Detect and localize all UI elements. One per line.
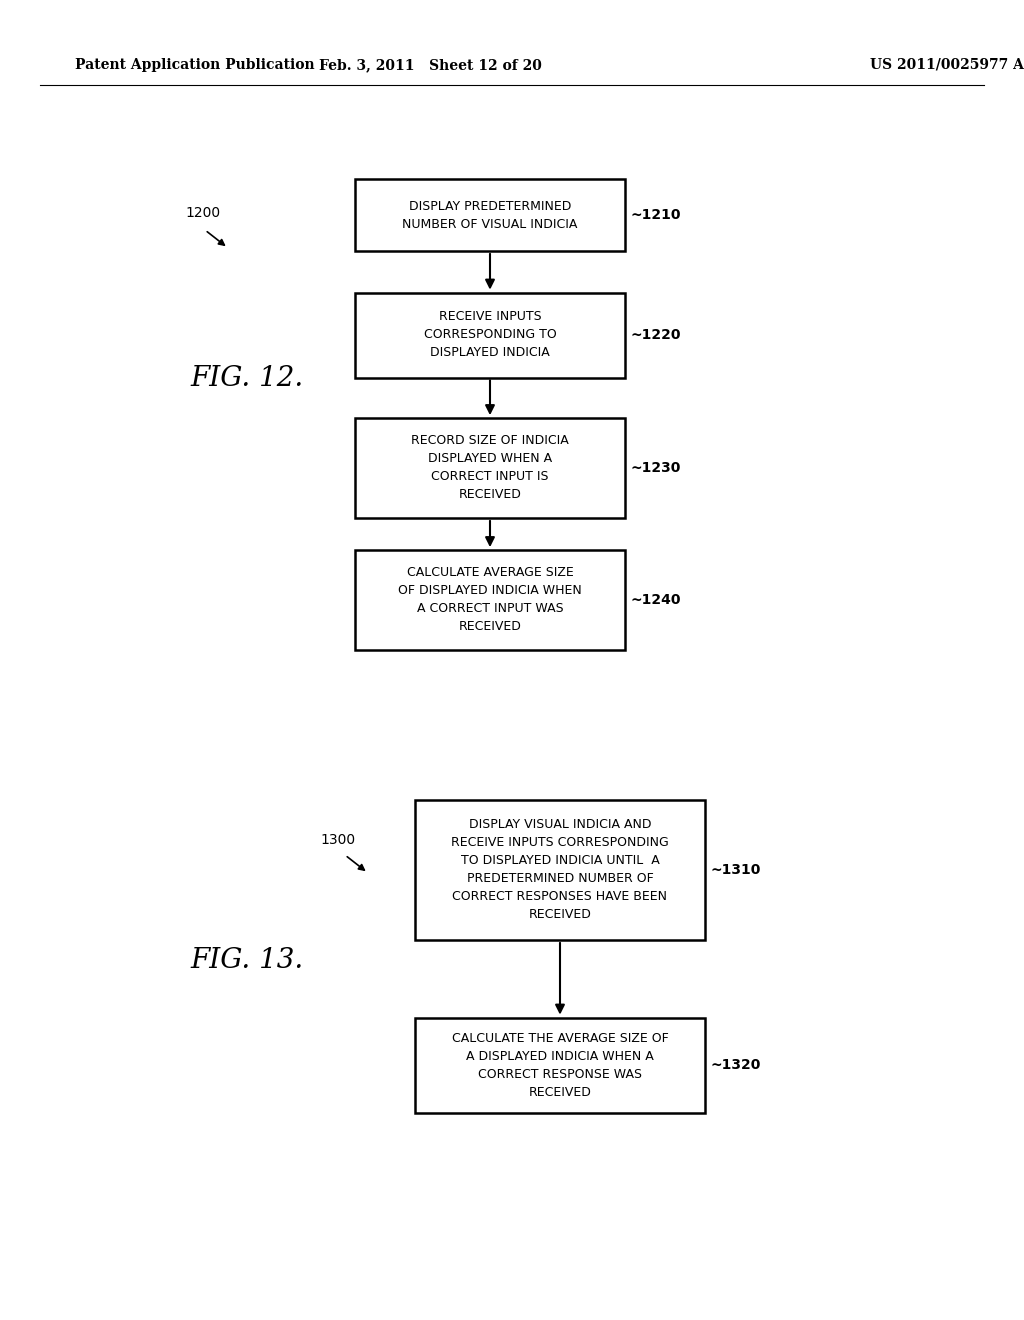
Bar [355,180,625,251]
Bar [415,800,705,940]
Text: ~1320: ~1320 [711,1059,762,1072]
Text: ~1210: ~1210 [631,209,682,222]
Text: Feb. 3, 2011   Sheet 12 of 20: Feb. 3, 2011 Sheet 12 of 20 [318,58,542,73]
Text: RECORD SIZE OF INDICIA
DISPLAYED WHEN A
CORRECT INPUT IS
RECEIVED: RECORD SIZE OF INDICIA DISPLAYED WHEN A … [411,434,569,502]
Text: US 2011/0025977 A1: US 2011/0025977 A1 [870,58,1024,73]
Text: FIG. 13.: FIG. 13. [190,946,303,974]
Text: 1300: 1300 [319,833,355,847]
Text: RECEIVE INPUTS
CORRESPONDING TO
DISPLAYED INDICIA: RECEIVE INPUTS CORRESPONDING TO DISPLAYE… [424,310,556,359]
Text: Patent Application Publication: Patent Application Publication [75,58,314,73]
Bar [415,1018,705,1113]
Text: ~1310: ~1310 [711,863,762,876]
Text: ~1240: ~1240 [631,593,682,607]
Bar [355,550,625,649]
Text: CALCULATE THE AVERAGE SIZE OF
A DISPLAYED INDICIA WHEN A
CORRECT RESPONSE WAS
RE: CALCULATE THE AVERAGE SIZE OF A DISPLAYE… [452,1031,669,1098]
Bar [355,293,625,378]
Text: DISPLAY VISUAL INDICIA AND
RECEIVE INPUTS CORRESPONDING
TO DISPLAYED INDICIA UNT: DISPLAY VISUAL INDICIA AND RECEIVE INPUT… [452,818,669,921]
Text: DISPLAY PREDETERMINED
NUMBER OF VISUAL INDICIA: DISPLAY PREDETERMINED NUMBER OF VISUAL I… [402,199,578,231]
Text: CALCULATE AVERAGE SIZE
OF DISPLAYED INDICIA WHEN
A CORRECT INPUT WAS
RECEIVED: CALCULATE AVERAGE SIZE OF DISPLAYED INDI… [398,566,582,634]
Text: 1200: 1200 [185,206,220,220]
Bar [355,418,625,517]
Text: ~1230: ~1230 [631,461,681,475]
Text: ~1220: ~1220 [631,327,682,342]
Text: FIG. 12.: FIG. 12. [190,364,303,392]
